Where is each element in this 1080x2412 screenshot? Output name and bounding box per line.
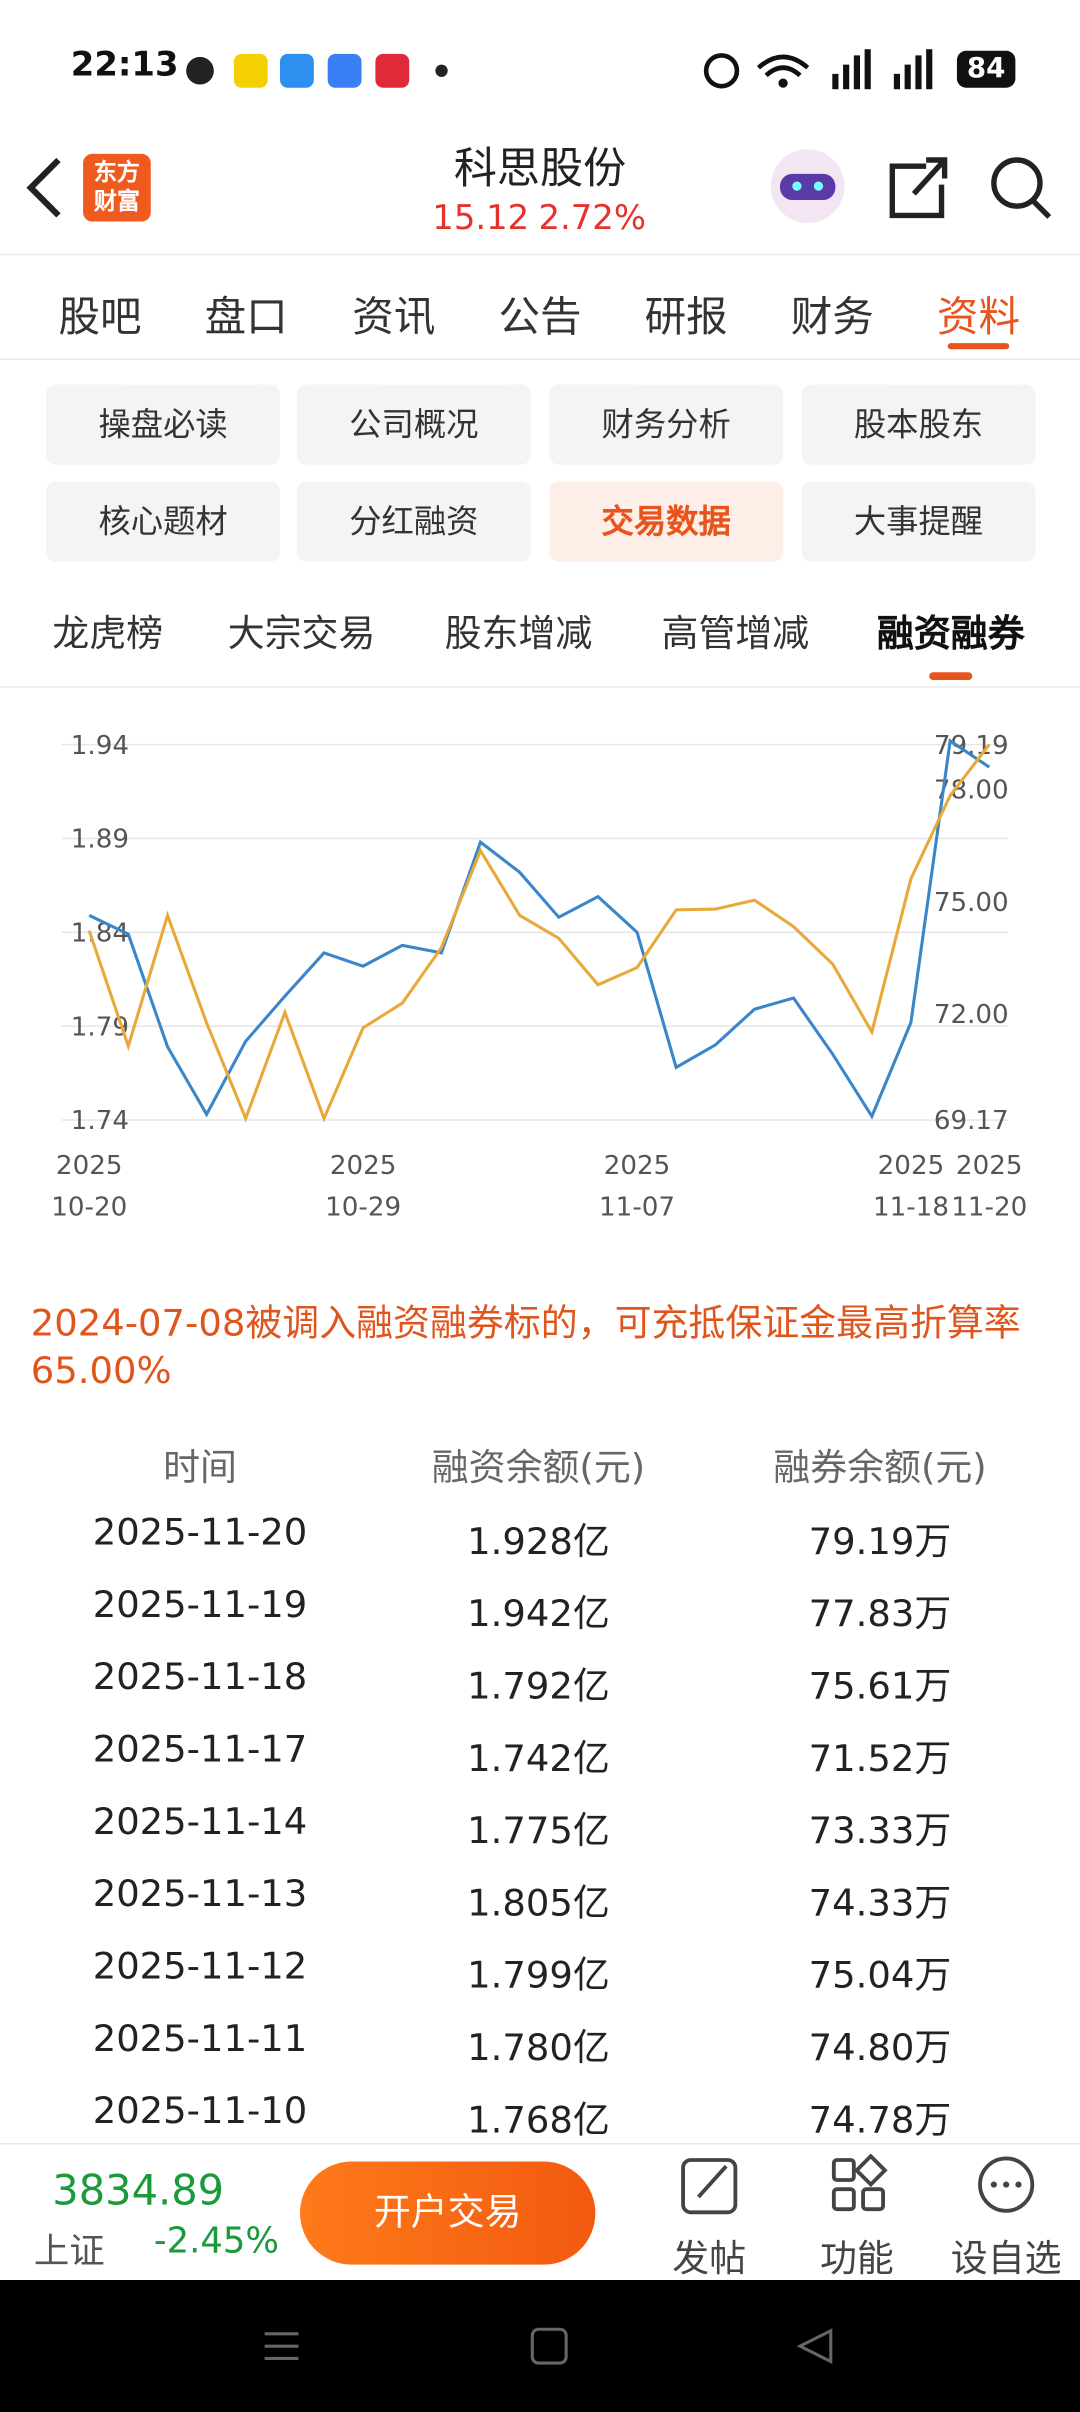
clock: 22:13 <box>70 46 179 85</box>
y2-tick-label: 69.17 <box>934 1106 1009 1136</box>
action[interactable]: 功能 <box>819 2236 894 2280</box>
series-line <box>87 743 991 1123</box>
table-cell: 2025-11-11 <box>92 2016 308 2060</box>
section-tab[interactable]: 龙虎榜 <box>52 612 164 656</box>
table-cell: 77.83万 <box>808 1592 952 1636</box>
divider <box>0 686 1080 688</box>
index-name: 上证 <box>33 2232 105 2273</box>
stock-name: 科思股份 <box>453 143 627 194</box>
table-cell: 2025-11-17 <box>92 1727 308 1771</box>
sub-tab[interactable]: 公司概况 <box>296 384 531 465</box>
signal-icons <box>703 49 933 90</box>
tab[interactable]: 股吧 <box>58 293 142 342</box>
sub-tab[interactable]: 操盘必读 <box>46 384 280 465</box>
index-change: -2.45% <box>153 2221 280 2262</box>
x-tick-label: 2025 10-20 <box>51 1150 128 1224</box>
x-tick-label: 2025 10-29 <box>325 1150 402 1224</box>
table-cell: 74.33万 <box>808 1881 952 1925</box>
status-icons <box>186 53 448 88</box>
table-cell: 74.78万 <box>808 2098 952 2142</box>
y-tick-label: 1.84 <box>71 919 129 949</box>
section-tab[interactable]: 高管增减 <box>661 612 810 656</box>
stock-change: 2.72% <box>538 199 646 239</box>
sub-tab[interactable]: 核心题材 <box>46 481 280 562</box>
tab[interactable]: 研报 <box>644 293 728 342</box>
y-tick-label: 1.94 <box>71 731 129 761</box>
table-cell: 2025-11-10 <box>92 2089 308 2133</box>
tab-indicator <box>947 343 1010 350</box>
table-cell: 2025-11-20 <box>92 1510 308 1554</box>
sub-tab[interactable]: 分红融资 <box>296 481 531 562</box>
table-cell: 71.52万 <box>808 1736 952 1780</box>
tab[interactable]: 资讯 <box>352 293 436 342</box>
table-cell: 79.19万 <box>808 1519 952 1564</box>
y-tick-label: 1.79 <box>71 1012 129 1042</box>
open-account-button[interactable]: 开户交易 <box>299 2161 596 2265</box>
action[interactable]: 设自选 <box>950 2236 1062 2280</box>
table-header: 融券余额(元) <box>773 1446 987 1490</box>
table-cell: 2025-11-19 <box>92 1583 308 1627</box>
series-line <box>88 738 991 1120</box>
table-cell: 1.775亿 <box>467 1809 610 1853</box>
table-cell: 2025-11-12 <box>92 1944 308 1988</box>
battery: 84 <box>956 50 1016 88</box>
table-cell: 2025-11-13 <box>92 1872 308 1916</box>
table-cell: 1.780亿 <box>467 2026 610 2070</box>
action-icons <box>681 2153 1035 2215</box>
table-header: 融资余额(元) <box>431 1446 646 1490</box>
x-tick-label: 2025 11-20 <box>951 1150 1028 1224</box>
section-indicator <box>929 672 973 680</box>
table-cell: 1.742亿 <box>467 1736 610 1780</box>
sub-tab[interactable]: 交易数据 <box>549 481 784 562</box>
header-icons <box>770 149 1052 224</box>
table-cell: 1.928亿 <box>467 1519 610 1564</box>
tab[interactable]: 资料 <box>936 293 1020 342</box>
table-cell: 73.33万 <box>808 1809 952 1853</box>
table-cell: 2025-11-18 <box>92 1655 308 1699</box>
section-tab[interactable]: 融资融券 <box>876 612 1025 656</box>
table-cell: 75.61万 <box>808 1664 952 1708</box>
sub-tab[interactable]: 财务分析 <box>549 384 784 465</box>
table-cell: 1.792亿 <box>467 1664 610 1708</box>
y2-tick-label: 72.00 <box>934 1000 1009 1030</box>
tab[interactable]: 盘口 <box>204 293 288 342</box>
x-tick-label: 2025 11-18 <box>872 1150 949 1224</box>
margin-note: 2024-07-08被调入融资融券标的，可充抵保证金最高折算率65.00% <box>30 1301 1021 1393</box>
table-cell: 2025-11-14 <box>92 1799 308 1844</box>
index-value: 3834.89 <box>52 2167 225 2216</box>
tab[interactable]: 公告 <box>498 293 582 342</box>
section-tab[interactable]: 大宗交易 <box>227 612 376 656</box>
table-cell: 75.04万 <box>808 1953 952 1997</box>
table-header: 时间 <box>163 1446 237 1490</box>
table-cell: 1.805亿 <box>467 1881 610 1925</box>
chart: 1.741.791.841.891.9469.1772.0075.0078.00… <box>61 731 1009 1136</box>
y2-tick-label: 75.00 <box>934 888 1009 918</box>
table-cell: 1.799亿 <box>467 1953 610 1997</box>
y-tick-label: 1.74 <box>71 1106 129 1136</box>
table-cell: 1.768亿 <box>467 2098 610 2142</box>
app-logo: 东方 财富 <box>83 153 151 222</box>
nav-buttons <box>264 2327 833 2365</box>
action[interactable]: 发帖 <box>672 2236 747 2280</box>
back-button[interactable] <box>22 154 68 222</box>
stock-price: 15.12 <box>432 199 530 239</box>
divider <box>0 358 1080 360</box>
sub-tab[interactable]: 大事提醒 <box>801 481 1036 562</box>
table-cell: 1.942亿 <box>467 1592 610 1636</box>
tab[interactable]: 财务 <box>790 293 874 342</box>
table-cell: 74.80万 <box>808 2026 952 2070</box>
section-tab[interactable]: 股东增减 <box>444 612 593 656</box>
nav-bar <box>0 2279 1080 2412</box>
y-tick-label: 1.89 <box>71 825 129 855</box>
sub-tab[interactable]: 股本股东 <box>801 384 1036 465</box>
x-tick-label: 2025 11-07 <box>599 1150 676 1224</box>
divider <box>0 253 1080 256</box>
